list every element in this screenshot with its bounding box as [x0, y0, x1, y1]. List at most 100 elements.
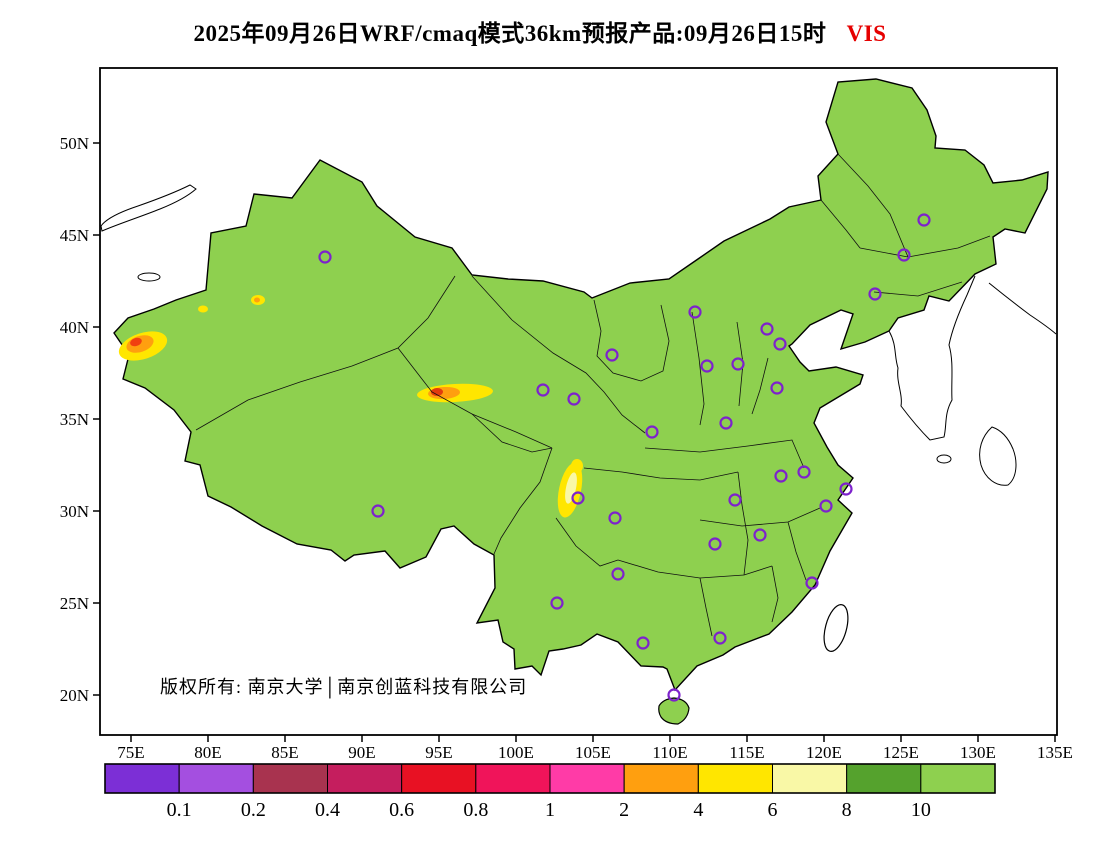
colorbar-segment — [920, 763, 996, 794]
longitude-tick-label: 85E — [271, 743, 298, 762]
province-boundary — [471, 275, 646, 434]
colorbar-tick-label: 0.1 — [167, 799, 192, 821]
colorbar-tick-label: 0.8 — [463, 799, 488, 821]
latitude-tick-label: 35N — [60, 410, 89, 429]
latitude-tick-label: 45N — [60, 226, 89, 245]
longitude-tick-label: 115E — [729, 743, 764, 762]
colorbar-tick-label: 2 — [619, 799, 629, 821]
province-boundary — [699, 507, 821, 527]
latitude-tick-label: 30N — [60, 502, 89, 521]
longitude-tick-label: 120E — [806, 743, 842, 762]
colorbar-segment — [327, 763, 403, 794]
lake-balkhash-outline — [100, 184, 197, 232]
city-marker — [805, 576, 819, 590]
china-landmass — [113, 78, 1049, 692]
city-marker — [605, 348, 619, 362]
city-marker — [897, 248, 911, 262]
latitude-tick-label: 20N — [60, 686, 89, 705]
colorbar-frame — [104, 763, 996, 794]
city-marker — [797, 465, 811, 479]
latitude-tick-label: 25N — [60, 594, 89, 613]
kyushu-island-outline — [979, 426, 1017, 486]
province-boundary — [737, 471, 749, 576]
city-marker — [868, 287, 882, 301]
province-boundary — [820, 199, 861, 249]
longitude-tick-label: 125E — [883, 743, 919, 762]
page-title-main: 2025年09月26日WRF/cmaq模式36km预报产品:09月26日15时 — [194, 20, 827, 46]
colorbar-tick-label: 10 — [911, 799, 931, 821]
hainan-island — [658, 697, 690, 725]
longitude-tick-label: 90E — [348, 743, 375, 762]
city-marker — [773, 337, 787, 351]
province-boundary — [837, 153, 909, 258]
province-boundary — [471, 413, 553, 453]
city-marker — [917, 213, 931, 227]
colorbar-tick-label: 0.4 — [315, 799, 340, 821]
city-marker — [708, 537, 722, 551]
city-marker — [839, 482, 853, 496]
city-marker — [536, 383, 550, 397]
city-marker — [645, 425, 659, 439]
city-marker — [667, 688, 681, 702]
city-marker — [636, 636, 650, 650]
province-boundary — [751, 357, 769, 415]
city-markers-layer — [318, 213, 931, 702]
city-marker — [608, 511, 622, 525]
low-visibility-spot — [130, 337, 142, 347]
longitude-axis: 75E 80E 85E 90E 95E 100E 105E 110E 115E 120E 125E 1… — [117, 735, 1073, 762]
colorbar-segment — [401, 763, 477, 794]
longitude-tick-label: 100E — [498, 743, 534, 762]
longitude-tick-label: 95E — [425, 743, 452, 762]
city-marker — [611, 567, 625, 581]
latitude-tick-label: 40N — [60, 318, 89, 337]
colorbar-segment — [846, 763, 922, 794]
longitude-tick-label: 135E — [1037, 743, 1073, 762]
taiwan-island — [823, 604, 849, 652]
colorbar-legend: 0.1 0.2 0.4 0.6 0.8 1 2 4 6 8 10 — [104, 763, 996, 821]
jeju-island-outline — [936, 454, 952, 464]
city-marker — [819, 499, 833, 513]
low-visibility-spot — [431, 387, 443, 397]
city-marker — [688, 305, 702, 319]
colorbar-segment — [772, 763, 848, 794]
low-visibility-spot — [571, 459, 583, 473]
low-visibility-spots-layer — [118, 295, 583, 518]
province-boundary — [644, 439, 805, 469]
low-visibility-spot — [254, 297, 260, 303]
colorbar-segment — [252, 763, 328, 794]
province-boundary — [691, 311, 705, 426]
longitude-tick-label: 80E — [194, 743, 221, 762]
low-visibility-spot — [198, 305, 208, 313]
longitude-tick-label: 105E — [575, 743, 611, 762]
province-boundary — [771, 565, 779, 623]
city-marker — [770, 381, 784, 395]
colorbar-tick-label: 8 — [842, 799, 852, 821]
longitude-tick-label: 110E — [652, 743, 687, 762]
city-marker — [550, 596, 564, 610]
copyright-watermark: 版权所有: 南京大学│南京创蓝科技有限公司 — [160, 676, 527, 699]
colorbar-segment — [623, 763, 699, 794]
longitude-tick-label: 75E — [117, 743, 144, 762]
city-marker — [700, 359, 714, 373]
province-boundary — [787, 521, 807, 581]
colorbar-tick-label: 1 — [545, 799, 555, 821]
city-marker — [571, 491, 585, 505]
colorbar-segment — [549, 763, 625, 794]
province-boundary — [859, 235, 991, 258]
russia-coastline — [988, 282, 1057, 335]
colorbar-tick-label: 6 — [768, 799, 778, 821]
city-marker — [719, 416, 733, 430]
colorbar-tick-label: 4 — [693, 799, 703, 821]
colorbar-segment — [104, 763, 180, 794]
plot-frame — [99, 67, 1058, 736]
city-marker — [567, 392, 581, 406]
province-boundaries — [195, 153, 991, 637]
colorbar-tick-label: 0.6 — [389, 799, 414, 821]
province-boundary — [555, 517, 619, 567]
korea-peninsula-outline — [888, 275, 976, 441]
page-title-variable: VIS — [847, 21, 887, 46]
city-marker — [713, 631, 727, 645]
issyk-kul-lake-outline — [137, 272, 161, 282]
